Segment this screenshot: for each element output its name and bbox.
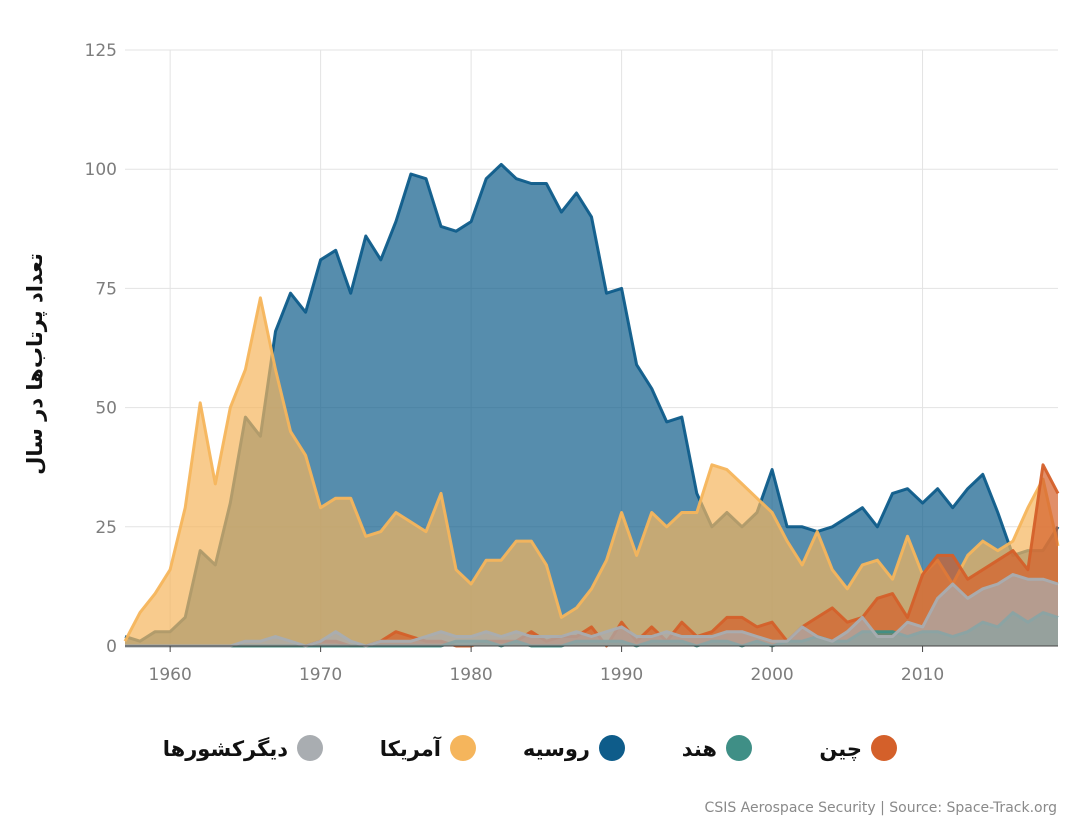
legend-item: چین	[819, 735, 897, 761]
x-tick-label: 1970	[299, 665, 342, 685]
area-layer	[123, 162, 1060, 648]
legend: دیگرکشورها آمریکا روسیه هند چین	[163, 735, 897, 761]
legend-marker	[450, 735, 476, 761]
series-line-دیگرکشورها	[125, 573, 1059, 648]
y-tick-label: 0	[106, 637, 117, 657]
legend-marker	[726, 735, 752, 761]
x-tick-label: 1960	[149, 665, 192, 685]
series-area-آمریکا	[125, 297, 1058, 646]
x-tick-label: 2010	[901, 665, 944, 685]
legend-item: روسیه	[523, 735, 625, 761]
y-tick-label: 50	[95, 399, 117, 419]
series-area-دیگرکشورها	[125, 574, 1058, 646]
x-tick-label: 1980	[449, 665, 492, 685]
series-line-آمریکا	[123, 296, 1060, 642]
legend-marker	[871, 735, 897, 761]
legend-label: آمریکا	[380, 736, 442, 761]
legend-item: هند	[682, 735, 752, 761]
axis-layer: 0 25 50 75 100 125 1960 1970 1980 1990 2000 2010	[85, 41, 1058, 685]
legend-label: چین	[819, 737, 862, 761]
legend-item: دیگرکشورها	[163, 735, 323, 761]
y-tick-label: 25	[95, 518, 117, 538]
legend-marker	[297, 735, 323, 761]
y-tick-label: 100	[85, 160, 117, 180]
legend-label: دیگرکشورها	[163, 736, 288, 761]
y-tick-label: 75	[95, 279, 117, 299]
legend-label: روسیه	[523, 737, 590, 761]
source-credit: CSIS Aerospace Security | Source: Space-…	[705, 800, 1057, 816]
x-tick-label: 2000	[750, 665, 793, 685]
legend-label: هند	[682, 737, 717, 761]
x-tick-label: 1990	[600, 665, 643, 685]
legend-marker	[599, 735, 625, 761]
y-tick-label: 125	[85, 41, 117, 61]
y-axis-label: تعداد پرتاب‌ها در سال	[23, 253, 47, 475]
series-line-روسیه	[124, 162, 1060, 643]
legend-item: آمریکا	[380, 735, 476, 761]
